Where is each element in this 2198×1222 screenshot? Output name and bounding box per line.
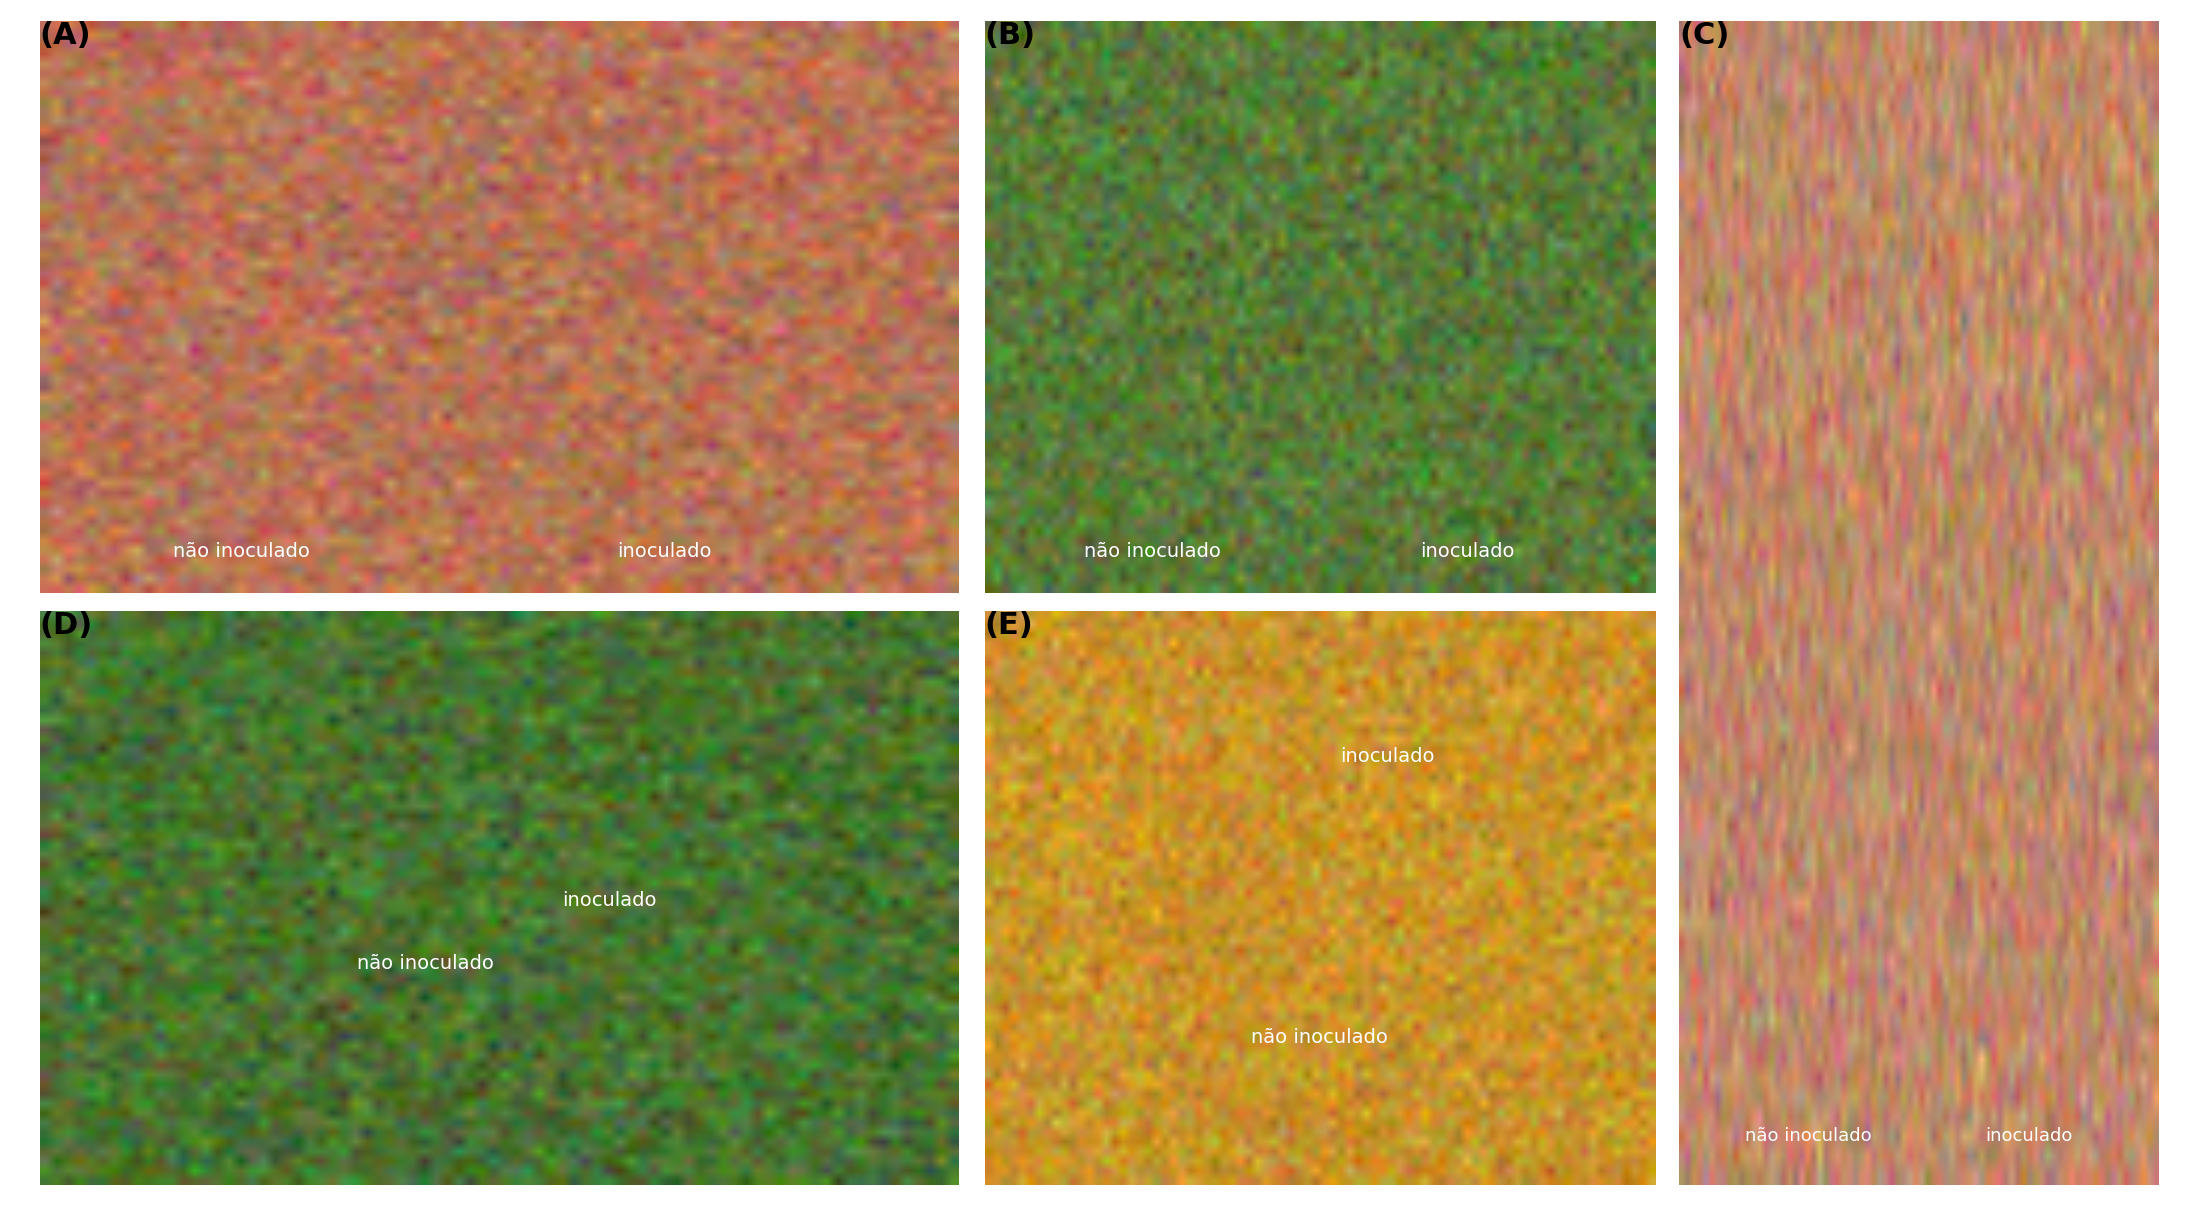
Text: não inoculado: não inoculado bbox=[1084, 543, 1220, 561]
Text: não inoculado: não inoculado bbox=[1745, 1127, 1873, 1145]
Text: (C): (C) bbox=[1679, 21, 1730, 50]
Text: (E): (E) bbox=[985, 611, 1033, 640]
Text: (A): (A) bbox=[40, 21, 90, 50]
Text: (B): (B) bbox=[985, 21, 1035, 50]
Text: inoculado: inoculado bbox=[563, 891, 657, 909]
Text: inoculado: inoculado bbox=[1985, 1127, 2073, 1145]
Text: inoculado: inoculado bbox=[1341, 747, 1433, 766]
Text: inoculado: inoculado bbox=[1420, 543, 1514, 561]
Text: não inoculado: não inoculado bbox=[356, 954, 495, 973]
Text: (D): (D) bbox=[40, 611, 92, 640]
Text: não inoculado: não inoculado bbox=[1251, 1029, 1389, 1047]
Text: inoculado: inoculado bbox=[618, 543, 712, 561]
Text: não inoculado: não inoculado bbox=[174, 543, 310, 561]
